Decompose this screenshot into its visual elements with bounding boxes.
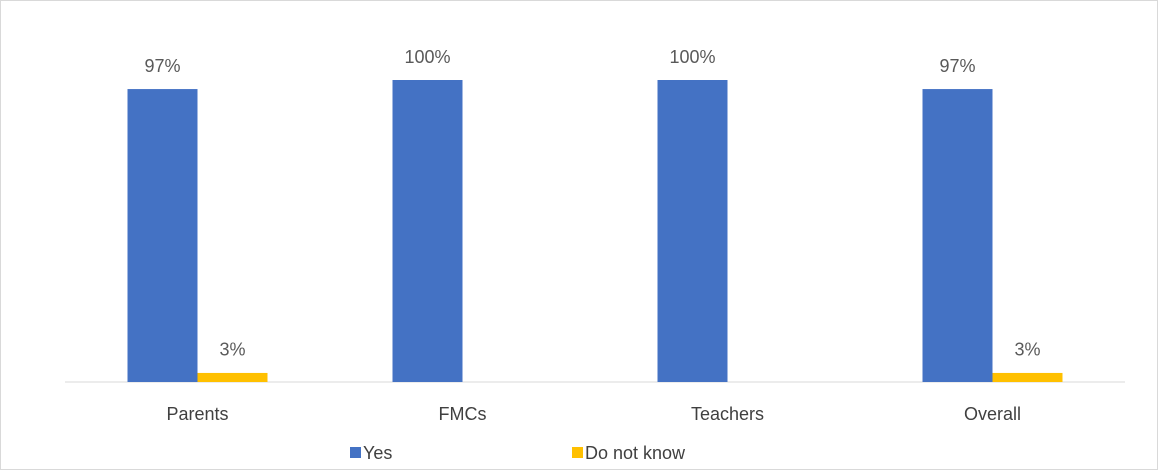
value-label: 3%	[1014, 340, 1040, 360]
bar	[922, 89, 993, 382]
value-label: 100%	[669, 47, 715, 67]
bar	[392, 80, 463, 382]
value-label: 97%	[939, 56, 975, 76]
legend-swatch	[350, 447, 361, 458]
bar	[992, 372, 1063, 382]
x-tick-label: Teachers	[691, 404, 764, 424]
legend-swatch	[572, 447, 583, 458]
legend-label: Do not know	[585, 443, 686, 463]
x-tick-label: Parents	[166, 404, 228, 424]
bar	[127, 89, 198, 382]
value-label: 97%	[144, 56, 180, 76]
legend-label: Yes	[363, 443, 392, 463]
bar	[197, 372, 268, 382]
value-label: 100%	[404, 47, 450, 67]
x-tick-label: Overall	[964, 404, 1021, 424]
x-tick-label: FMCs	[439, 404, 487, 424]
bar	[657, 80, 728, 382]
value-label: 3%	[219, 340, 245, 360]
